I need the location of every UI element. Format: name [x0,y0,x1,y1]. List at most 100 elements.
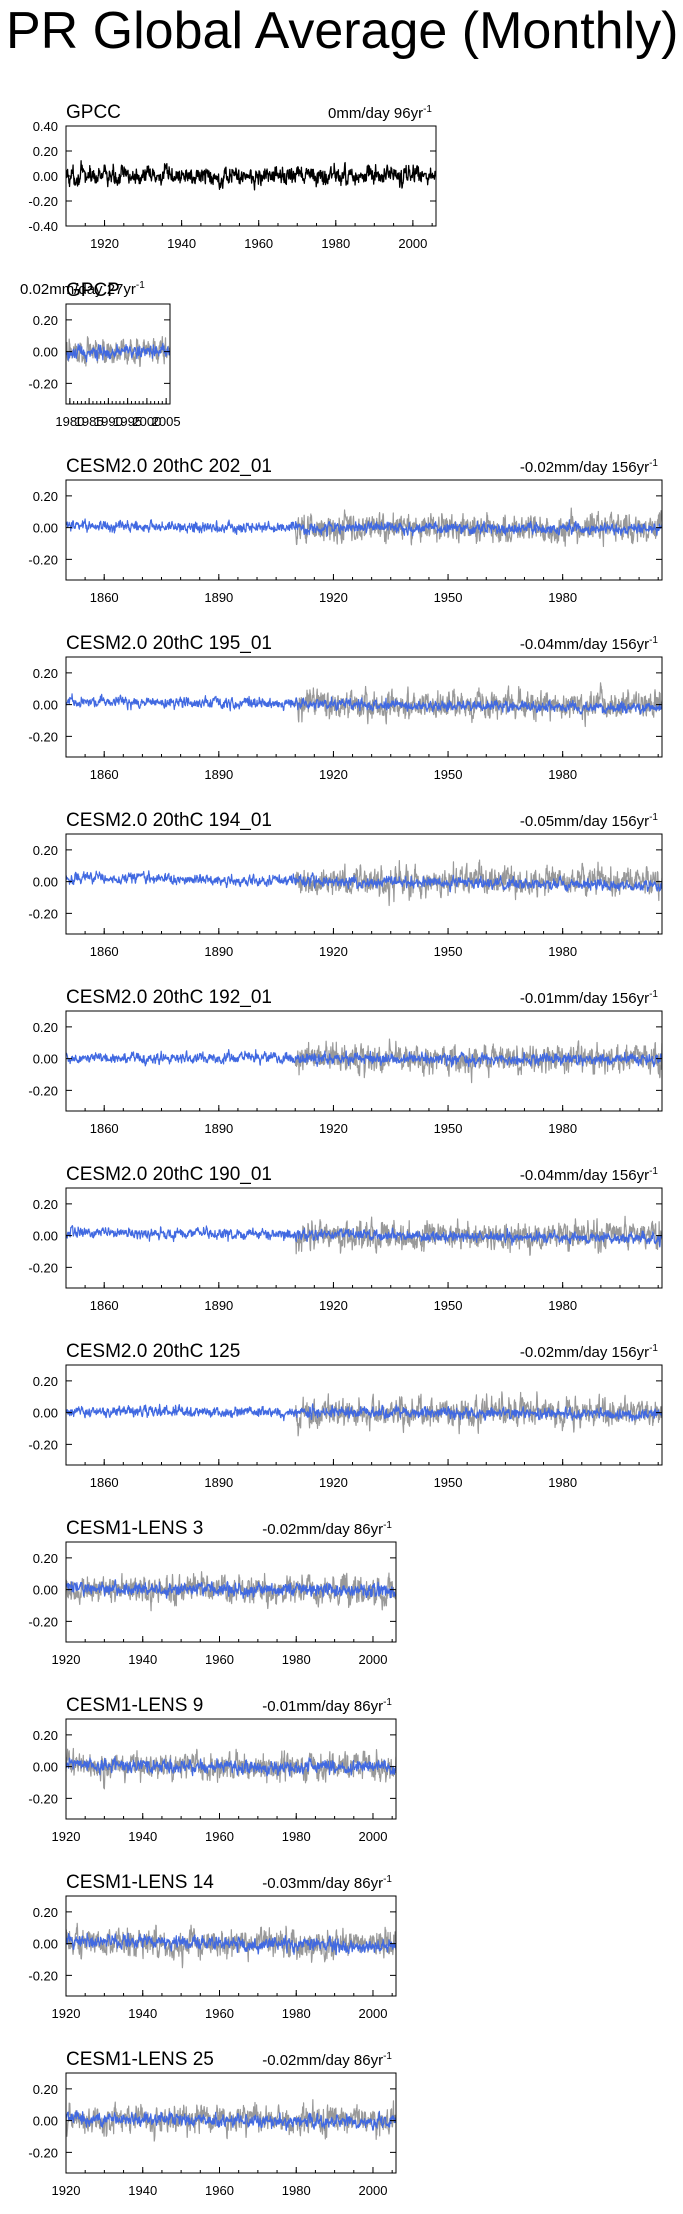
x-tick-label: 1980 [282,2006,311,2021]
series-line-2-2 [66,342,170,363]
x-tick-label: 1920 [319,944,348,959]
y-tick-label: -0.20 [28,552,58,567]
trend-label: -0.04mm/day 156yr-1 [520,635,659,653]
series-line-10-2 [66,1756,396,1777]
x-tick-label: 1940 [167,236,196,251]
x-tick-label: 2000 [359,2183,388,2198]
plot-frame-11 [65,1895,397,1997]
panel-title: CESM1-LENS 14 [66,1872,214,1893]
y-tick-label: 0.00 [33,1052,58,1067]
panel-title: CESM1-LENS 9 [66,1695,203,1716]
trend-exponent: -1 [136,280,145,291]
x-tick-label: 1920 [319,767,348,782]
x-tick-label: 1940 [128,1652,157,1667]
x-tick-label: 1950 [434,944,463,959]
y-tick-label: -0.40 [28,219,58,234]
y-tick-label: 0.00 [33,698,58,713]
y-tick-label: 0.00 [33,1760,58,1775]
x-tick-label: 1890 [204,590,233,605]
trend-label: -0.02mm/day 86yr-1 [262,2051,392,2069]
y-tick-label: 0.20 [33,2082,58,2097]
series-line-9-2 [66,1579,396,1599]
series-line-3-2 [66,518,662,537]
y-tick-label: 0.00 [33,169,58,184]
x-tick-label: 2000 [398,236,427,251]
x-tick-label: 1960 [205,1652,234,1667]
x-tick-label: 1890 [204,1121,233,1136]
x-tick-label: 2000 [132,414,161,429]
y-tick-label: 0.00 [33,875,58,890]
x-tick-label: 1980 [282,1829,311,1844]
x-tick-label: 2000 [359,1829,388,1844]
x-tick-label: 1920 [52,2183,81,2198]
y-tick-label: -0.20 [28,1260,58,1275]
y-tick-label: 0.20 [33,1551,58,1566]
x-tick-label: 1990 [94,414,123,429]
trend-label: -0.02mm/day 156yr-1 [520,458,659,476]
y-tick-label: 0.00 [33,345,58,360]
plot-frame-12 [65,2072,397,2174]
page-title: PR Global Average (Monthly) [6,2,679,60]
trend-value: -0.04mm/day 156yr [520,636,649,653]
x-tick-label: 1980 [282,1652,311,1667]
x-tick-label: 1920 [319,590,348,605]
series-line-5-2 [66,870,662,893]
x-tick-label: 1890 [204,767,233,782]
series-line-11-1 [66,1922,396,1969]
y-tick-label: 0.20 [33,1197,58,1212]
trend-label: -0.04mm/day 156yr-1 [520,1166,659,1184]
y-tick-label: -0.20 [28,376,58,391]
series-line-2-1 [66,336,170,368]
y-tick-label: 0.20 [33,1020,58,1035]
x-tick-label: 1920 [319,1121,348,1136]
y-tick-label: 0.20 [33,1728,58,1743]
series-line-12-1 [66,2099,396,2142]
y-tick-label: -0.20 [28,194,58,209]
trend-value: 0.02mm/day 27yr [20,281,136,298]
x-tick-label: 1950 [434,1475,463,1490]
trend-label: 0mm/day 96yr-1 [328,104,432,122]
trend-label: 0.02mm/day 27yr-1 [20,280,145,298]
panel-title: CESM2.0 20thC 125 [66,1341,240,1362]
x-tick-label: 1860 [90,944,119,959]
series-line-6-2 [66,1048,662,1068]
trend-exponent: -1 [383,1874,392,1885]
trend-value: 0mm/day 96yr [328,105,423,122]
x-tick-label: 1980 [548,1121,577,1136]
panel-title: CESM2.0 20thC 202_01 [66,456,272,477]
y-tick-label: 0.20 [33,843,58,858]
series-line-5-1 [294,859,662,907]
series-line-7-2 [66,1224,662,1248]
series-line-12-2 [66,2110,396,2132]
y-tick-label: -0.20 [28,1791,58,1806]
panel-title: GPCC [66,102,121,123]
y-tick-label: -0.20 [28,1968,58,1983]
x-tick-label: 1995 [113,414,142,429]
trend-exponent: -1 [649,458,658,469]
y-tick-label: -0.20 [28,729,58,744]
chart-panel-6: 1860 1890 1920 1950 1980 0.20 0.00 -0.20 CESM2.0… [28,987,663,1136]
x-tick-label: 1960 [205,2183,234,2198]
x-tick-label: 1950 [434,767,463,782]
plot-frame-9 [65,1541,397,1643]
x-tick-label: 1920 [52,1829,81,1844]
trend-exponent: -1 [649,1343,658,1354]
trend-value: -0.04mm/day 156yr [520,1167,649,1184]
trend-exponent: -1 [383,1520,392,1531]
series-line-4-1 [294,682,662,728]
x-tick-label: 1920 [90,236,119,251]
x-tick-label: 1940 [128,2183,157,2198]
x-tick-label: 1940 [128,1829,157,1844]
x-tick-label: 1980 [55,414,84,429]
chart-panel-10: 1920 1940 1960 1980 2000 0.20 0.00 -0.20 CESM1-L… [28,1695,397,1844]
y-tick-label: -0.20 [28,2145,58,2160]
chart-panel-8: 1860 1890 1920 1950 1980 0.20 0.00 -0.20 CESM2.0… [28,1341,663,1490]
y-tick-label: -0.20 [28,1083,58,1098]
y-tick-label: 0.00 [33,521,58,536]
trend-label: -0.01mm/day 86yr-1 [262,1697,392,1715]
plot-frame-3 [65,479,663,581]
y-tick-label: 0.20 [33,1905,58,1920]
plot-frame-10 [65,1718,397,1820]
trend-exponent: -1 [383,2051,392,2062]
x-tick-label: 1980 [321,236,350,251]
